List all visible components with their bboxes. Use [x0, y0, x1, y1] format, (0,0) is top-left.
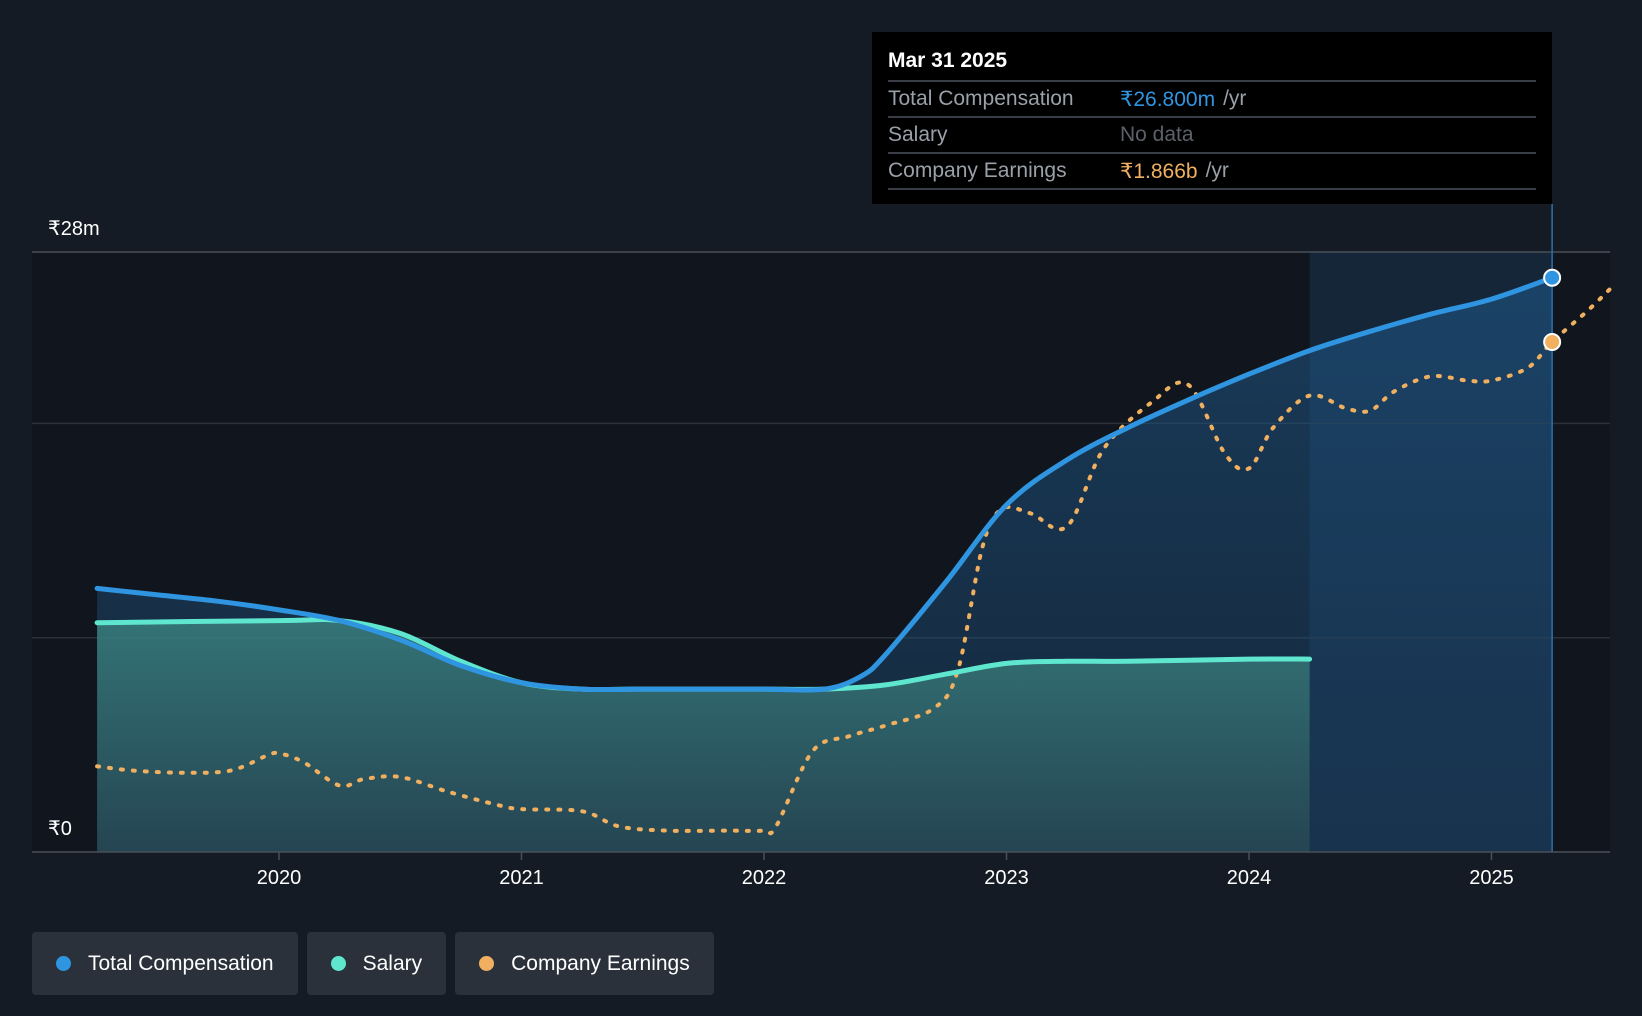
- y-tick-label-zero: ₹0: [48, 818, 72, 840]
- tooltip-label: Total Compensation: [888, 87, 1074, 110]
- legend-dot-icon: [479, 956, 495, 971]
- x-tick-label: 2024: [1227, 867, 1272, 889]
- tooltip-label: Salary: [888, 123, 948, 146]
- y-tick-label-top: ₹28m: [48, 218, 100, 240]
- legend-dot-icon: [56, 956, 71, 971]
- x-tick-label: 2023: [984, 867, 1029, 889]
- legend-label: Company Earnings: [511, 951, 690, 975]
- salary-area: [97, 619, 1310, 852]
- tooltip-row-total-compensation: Total Compensation ₹26.800m /yr: [888, 80, 1536, 116]
- company-earnings-line: [95, 284, 1615, 836]
- legend-dot-icon: [330, 956, 346, 971]
- tooltip-value: No data: [1120, 123, 1194, 146]
- tooltip-value: ₹26.800m: [1120, 87, 1216, 111]
- tooltip-date: Mar 31 2025: [888, 49, 1008, 72]
- chart-tooltip: Mar 31 2025 Total Compensation ₹26.800m …: [872, 32, 1552, 204]
- tooltip-value: ₹1.866b: [1120, 159, 1198, 183]
- legend-label: Total Compensation: [88, 951, 274, 975]
- legend-item-company-earnings[interactable]: Company Earnings: [455, 932, 714, 995]
- tooltip-unit: /yr: [1223, 87, 1247, 110]
- tooltip-unit: /yr: [1205, 159, 1229, 182]
- tooltip-label: Company Earnings: [888, 159, 1067, 182]
- x-tick-label: 2022: [742, 867, 787, 889]
- legend-label: Salary: [362, 951, 423, 975]
- chart-legend: Total Compensation Salary Company Earnin…: [32, 932, 714, 995]
- tooltip-row-company-earnings: Company Earnings ₹1.866b /yr: [888, 152, 1536, 190]
- company-earnings-marker: [1543, 333, 1562, 351]
- total-compensation-marker: [1543, 268, 1562, 287]
- total-compensation-line: [94, 275, 1555, 693]
- tooltip-row-salary: Salary No data: [888, 116, 1536, 152]
- x-tick-label: 2020: [257, 867, 302, 889]
- legend-item-salary[interactable]: Salary: [306, 932, 447, 995]
- legend-item-total-compensation[interactable]: Total Compensation: [32, 932, 298, 995]
- x-tick-label: 2025: [1469, 867, 1514, 889]
- x-tick-label: 2021: [499, 867, 544, 889]
